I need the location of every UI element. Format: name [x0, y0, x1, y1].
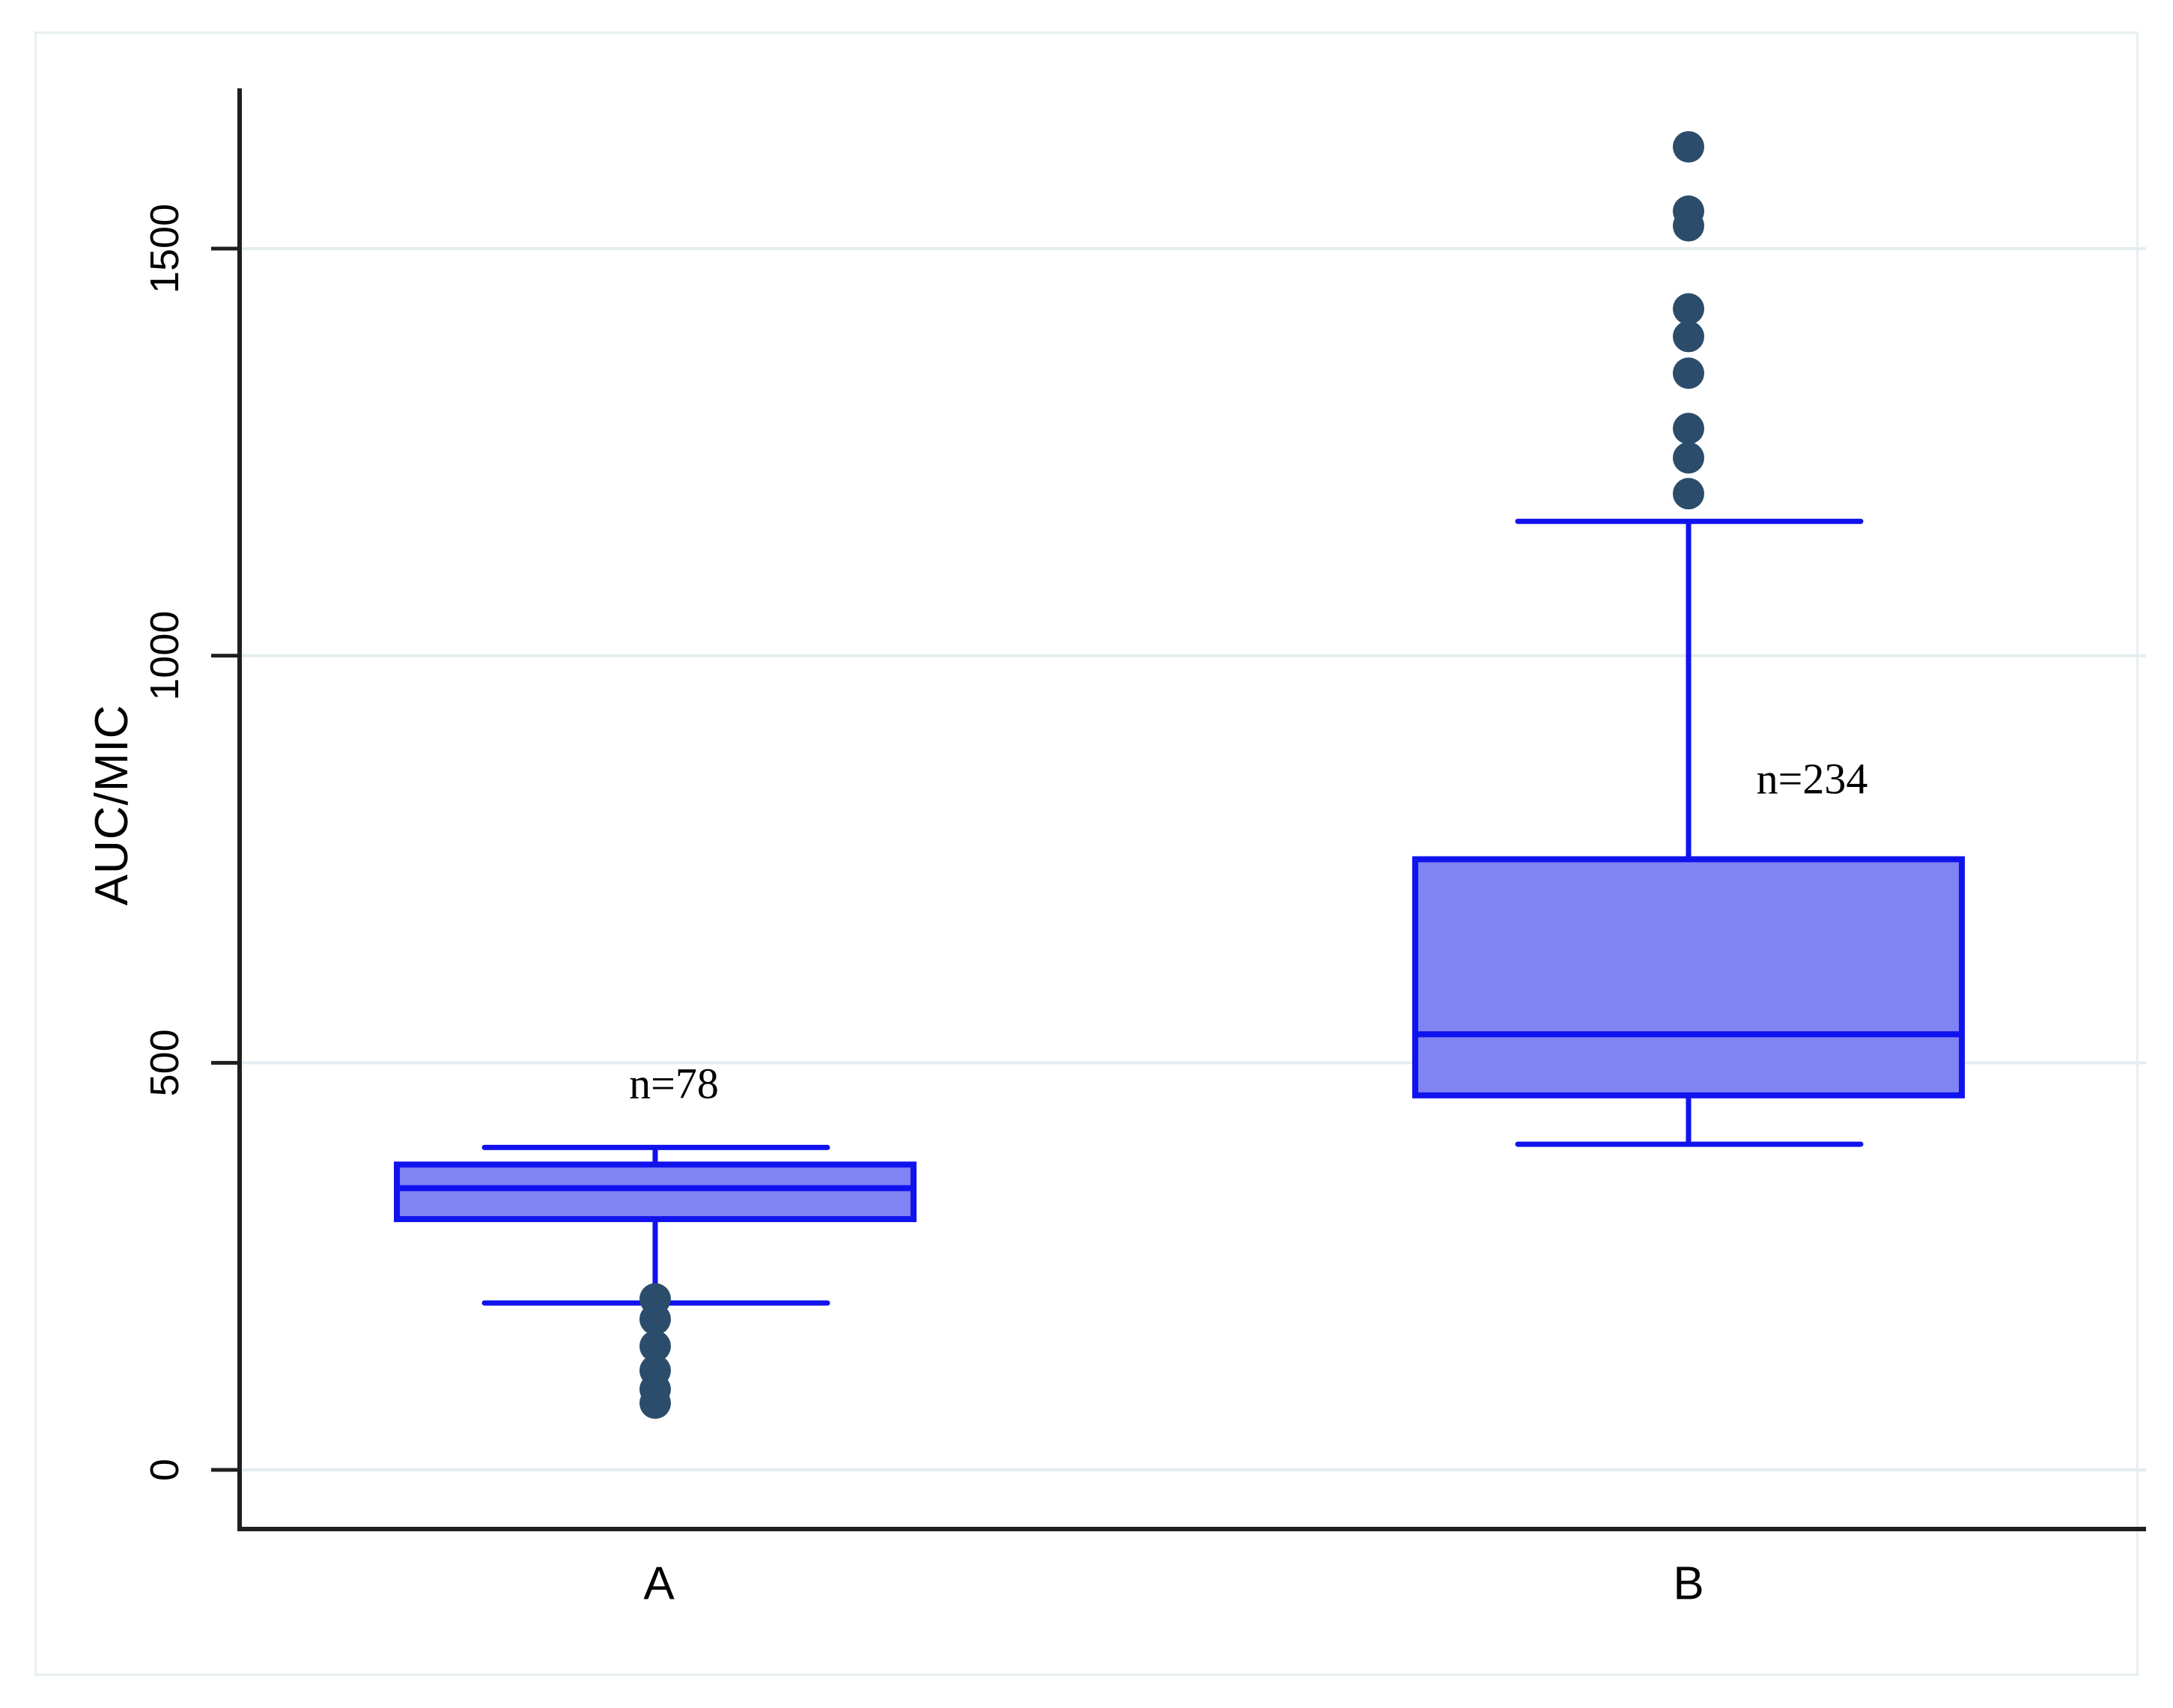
outlier-dot-B — [1673, 131, 1704, 163]
outlier-dot-A — [639, 1330, 671, 1362]
outlier-dot-B — [1673, 210, 1704, 242]
y-tick-label: 1000 — [142, 611, 187, 701]
outlier-dot-B — [1673, 293, 1704, 325]
x-category-label-A: A — [643, 1558, 675, 1610]
box-B — [1412, 856, 1965, 1098]
y-tick-label: 0 — [142, 1459, 187, 1481]
outlier-dot-B — [1673, 357, 1704, 389]
outlier-dot-B — [1673, 413, 1704, 445]
x-category-label-B: B — [1673, 1558, 1704, 1610]
outlier-dot-A — [639, 1303, 671, 1335]
y-tick-label: 1500 — [142, 204, 187, 294]
figure-frame — [34, 31, 2139, 1676]
box-A — [394, 1161, 917, 1223]
outlier-dot-A — [639, 1387, 671, 1419]
outlier-dot-B — [1673, 320, 1704, 353]
outlier-dot-B — [1673, 478, 1704, 510]
outlier-dot-B — [1673, 442, 1704, 474]
n-annotation-A: n=78 — [629, 1060, 719, 1108]
y-tick-label: 500 — [142, 1029, 187, 1096]
n-annotation-B: n=234 — [1757, 755, 1868, 803]
